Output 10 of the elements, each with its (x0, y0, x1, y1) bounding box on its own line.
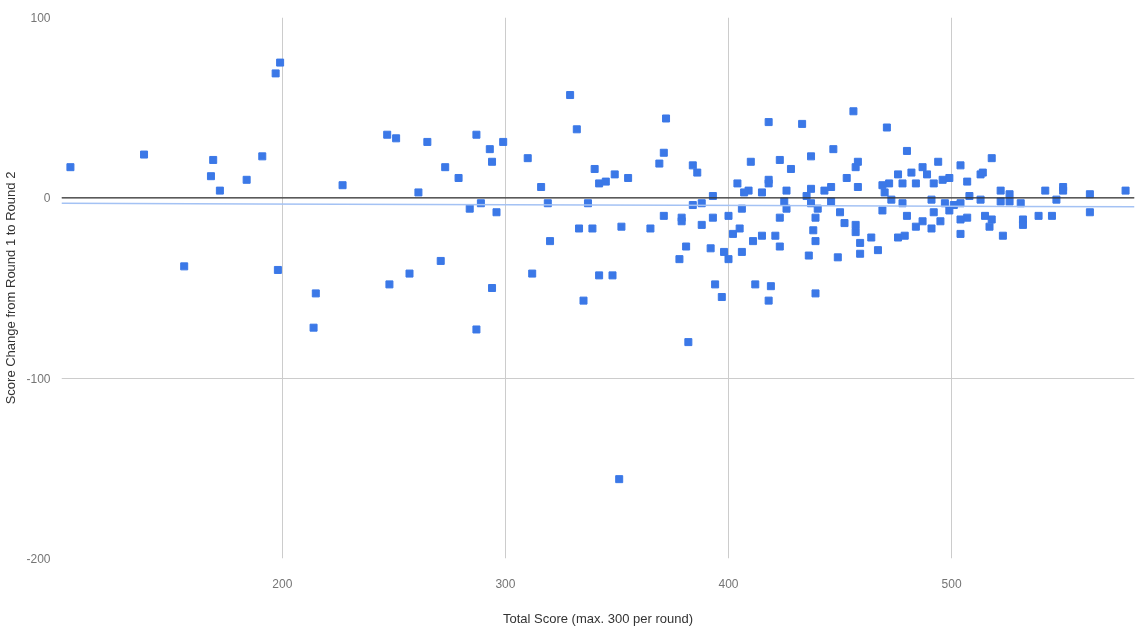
x-tick-label: 500 (941, 576, 962, 591)
x-tick-label: 400 (718, 576, 739, 591)
y-tick-label: 0 (43, 191, 51, 206)
y-axis-title: Score Change from Round 1 to Round 2 (3, 171, 19, 405)
x-tick-label: 200 (272, 576, 293, 591)
x-axis-title: Total Score (max. 300 per round) (502, 610, 694, 626)
y-tick-label: -100 (26, 371, 51, 386)
x-tick-label: 300 (495, 576, 516, 591)
y-tick-label: 100 (30, 11, 51, 25)
y-tick-label: -200 (26, 552, 51, 566)
